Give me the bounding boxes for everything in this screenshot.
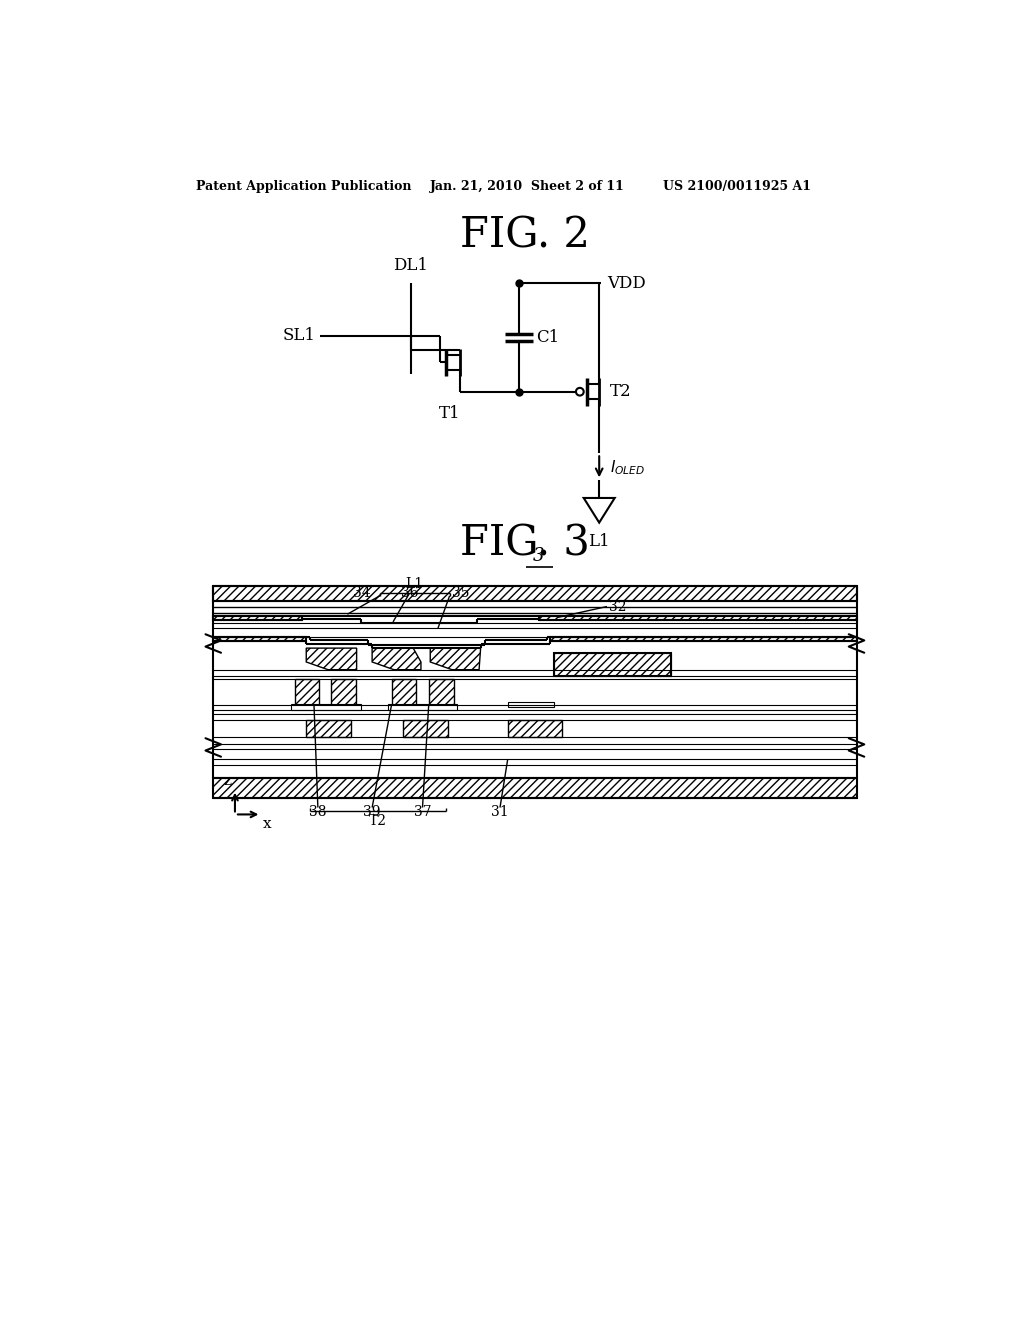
Text: SL1: SL1	[283, 327, 315, 345]
Bar	[388, 705, 458, 710]
Bar	[429, 678, 454, 705]
Bar	[331, 678, 356, 705]
Text: VDD: VDD	[607, 275, 646, 292]
Bar	[213, 586, 856, 601]
Text: 38: 38	[309, 805, 327, 820]
Text: L1: L1	[406, 577, 424, 591]
Text: 34: 34	[353, 586, 371, 601]
Text: T2: T2	[610, 383, 632, 400]
Text: $I_{OLED}$: $I_{OLED}$	[610, 458, 645, 477]
Text: FIG. 2: FIG. 2	[460, 214, 590, 256]
Text: FIG. 3: FIG. 3	[460, 523, 590, 565]
Bar	[403, 719, 449, 738]
Bar	[213, 615, 302, 620]
Polygon shape	[430, 648, 480, 669]
Text: 31: 31	[492, 805, 509, 820]
Bar	[508, 702, 554, 706]
Text: T2: T2	[369, 813, 386, 828]
Bar	[554, 653, 671, 676]
Polygon shape	[372, 648, 421, 669]
Text: z: z	[224, 775, 231, 788]
Bar	[539, 615, 856, 620]
Circle shape	[575, 388, 584, 396]
Text: 3: 3	[534, 546, 545, 565]
Text: 37: 37	[414, 805, 431, 820]
Text: 36: 36	[400, 586, 418, 601]
Bar	[291, 705, 360, 710]
Text: T1: T1	[439, 405, 461, 422]
Text: L1: L1	[589, 533, 610, 550]
Bar	[213, 638, 306, 642]
Bar	[306, 719, 351, 738]
Text: 32: 32	[608, 599, 626, 614]
Text: Patent Application Publication: Patent Application Publication	[197, 181, 412, 194]
Bar	[295, 678, 319, 705]
Bar	[213, 779, 856, 797]
Text: C1: C1	[537, 329, 560, 346]
Text: x: x	[263, 817, 271, 830]
Text: DL1: DL1	[393, 257, 428, 275]
Text: US 2100/0011925 A1: US 2100/0011925 A1	[663, 181, 811, 194]
Polygon shape	[306, 648, 356, 669]
Bar	[391, 678, 417, 705]
Bar	[508, 719, 562, 738]
Bar	[550, 638, 856, 642]
Text: 39: 39	[364, 805, 381, 820]
Text: 35: 35	[452, 586, 469, 601]
Text: Jan. 21, 2010  Sheet 2 of 11: Jan. 21, 2010 Sheet 2 of 11	[430, 181, 625, 194]
